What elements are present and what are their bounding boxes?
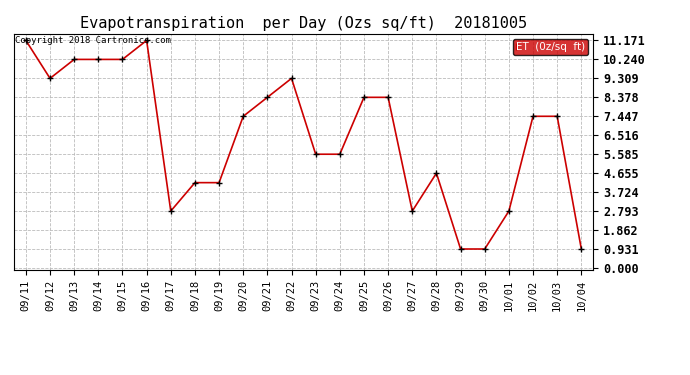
Legend: ET  (0z/sq  ft): ET (0z/sq ft): [513, 39, 588, 55]
Title: Evapotranspiration  per Day (Ozs sq/ft)  20181005: Evapotranspiration per Day (Ozs sq/ft) 2…: [80, 16, 527, 31]
Text: Copyright 2018 Cartronics.com: Copyright 2018 Cartronics.com: [15, 36, 171, 45]
